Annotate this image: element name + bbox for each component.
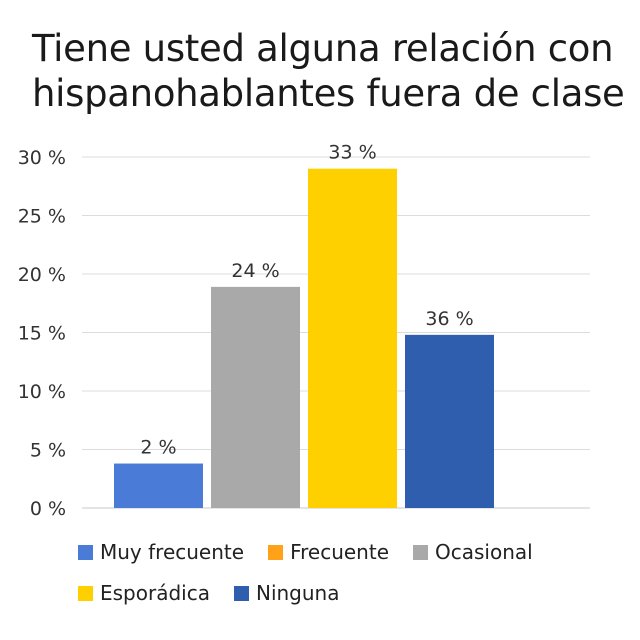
y-tick-label: 25 % xyxy=(18,206,66,228)
legend-label: Esporádica xyxy=(100,581,210,605)
bar xyxy=(308,168,397,508)
y-tick-label: 20 % xyxy=(18,264,66,286)
data-label: 2 % xyxy=(140,437,176,459)
bar xyxy=(211,286,300,508)
legend-label: Muy frecuente xyxy=(100,540,245,564)
legend-row: Muy frecuente Frecuente Ocasional xyxy=(78,537,618,567)
bar xyxy=(405,334,494,508)
y-tick-label: 10 % xyxy=(18,381,66,403)
legend-item: Muy frecuente xyxy=(78,540,244,564)
legend-item: Ninguna xyxy=(233,581,340,605)
legend-item: Frecuente xyxy=(268,540,389,564)
legend-swatch xyxy=(233,585,249,601)
y-tick-label: 15 % xyxy=(18,323,66,345)
data-label: 24 % xyxy=(231,260,279,282)
y-tick-label: 5 % xyxy=(30,440,66,462)
data-label: 36 % xyxy=(425,308,473,330)
chart-title-line-1: Tiene usted alguna relación con xyxy=(32,27,614,70)
legend-label: Ninguna xyxy=(255,581,340,605)
legend-label: Ocasional xyxy=(435,540,533,564)
legend-item: Ocasional xyxy=(413,540,533,564)
chart-title-line-2: hispanohablantes fuera de clase xyxy=(32,72,625,115)
legend-row: Esporádica Ninguna xyxy=(78,578,618,608)
y-tick-label: 30 % xyxy=(18,147,66,169)
legend-swatch xyxy=(413,544,428,560)
legend-item: Esporádica xyxy=(78,581,210,605)
bar xyxy=(114,463,203,508)
legend-label: Frecuente xyxy=(290,540,389,564)
chart-title: Tiene usted alguna relación con hispanoh… xyxy=(32,26,625,116)
y-tick-label: 0 % xyxy=(30,498,66,520)
legend-swatch xyxy=(78,544,93,560)
data-label: 33 % xyxy=(328,142,376,164)
chart-legend: Muy frecuente Frecuente Ocasional Esporádic… xyxy=(78,537,618,619)
legend-swatch xyxy=(78,585,93,601)
legend-swatch xyxy=(268,544,284,560)
